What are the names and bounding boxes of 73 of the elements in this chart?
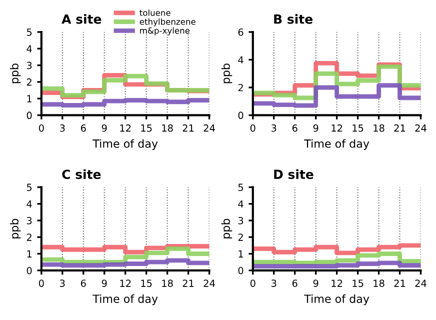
- y-tick-label: 0: [238, 112, 244, 120]
- x-tick-label: 3: [60, 280, 65, 287]
- y-tick-label: 0: [26, 266, 32, 274]
- y-tick-label: 3: [238, 216, 244, 224]
- x-tick-label: 24: [415, 280, 426, 287]
- x-tick-label: 6: [80, 280, 86, 287]
- y-tick-label: 3: [26, 216, 32, 224]
- x-tick-label: 24: [415, 124, 426, 132]
- x-tick-label: 0: [250, 280, 256, 287]
- x-tick-label: 21: [394, 280, 406, 287]
- x-tick-label: 9: [313, 280, 318, 287]
- x-tick-label: 3: [272, 280, 276, 287]
- y-tick-label: 1: [27, 250, 32, 258]
- y-axis-title: ppb: [10, 218, 21, 238]
- y-axis-title: ppb: [10, 64, 21, 84]
- legend-label: m&p-xylene: [140, 27, 190, 36]
- x-tick-label: 18: [374, 124, 384, 132]
- y-tick-label: 4: [238, 56, 244, 64]
- y-tick-label: 1: [238, 250, 243, 258]
- x-tick-label: 3: [60, 124, 65, 132]
- chart-title: D site: [274, 169, 314, 180]
- x-tick-label: 15: [141, 280, 152, 287]
- y-axis-title: ppb: [221, 64, 232, 84]
- x-tick-label: 12: [120, 280, 131, 287]
- y-tick-label: 2: [26, 234, 32, 241]
- y-tick-label: 4: [26, 200, 32, 208]
- x-tick-label: 12: [332, 124, 342, 132]
- y-axis-title: ppb: [221, 218, 232, 238]
- x-tick-label: 0: [38, 124, 44, 132]
- x-tick-label: 18: [162, 280, 173, 287]
- chart-title: B site: [274, 14, 312, 24]
- y-tick-label: 2: [238, 234, 243, 241]
- x-tick-label: 21: [182, 280, 194, 287]
- chart-title: C site: [62, 169, 101, 180]
- x-tick-label: 6: [292, 124, 298, 132]
- y-tick-label: 5: [238, 184, 244, 192]
- x-axis-title: Time of day: [304, 294, 370, 306]
- x-axis-title: Time of day: [92, 139, 158, 150]
- x-tick-label: 15: [352, 124, 364, 132]
- y-tick-label: 4: [26, 45, 32, 52]
- x-tick-label: 0: [250, 124, 256, 132]
- x-tick-label: 21: [394, 124, 406, 132]
- x-tick-label: 3: [272, 124, 276, 132]
- x-tick-label: 21: [182, 124, 194, 132]
- y-tick-label: 3: [26, 62, 32, 70]
- x-tick-label: 15: [352, 280, 364, 287]
- x-tick-label: 6: [292, 280, 298, 287]
- y-tick-label: 0: [26, 112, 32, 120]
- x-axis-title: Time of day: [92, 294, 158, 306]
- y-tick-label: 5: [26, 184, 32, 192]
- y-tick-label: 6: [238, 28, 244, 36]
- x-tick-label: 6: [80, 124, 86, 132]
- x-tick-label: 9: [102, 124, 107, 132]
- x-tick-label: 9: [313, 124, 318, 132]
- y-tick-label: 2: [26, 78, 32, 86]
- y-tick-label: 5: [26, 28, 32, 36]
- y-tick-label: 0: [238, 266, 244, 274]
- x-axis-title: Time of day: [304, 139, 370, 150]
- x-tick-label: 9: [102, 280, 107, 287]
- x-tick-label: 18: [374, 280, 384, 287]
- x-tick-label: 24: [204, 124, 215, 132]
- x-tick-label: 12: [120, 124, 131, 132]
- x-tick-label: 15: [141, 124, 152, 132]
- y-tick-label: 1: [27, 95, 32, 102]
- x-tick-label: 18: [162, 124, 173, 132]
- legend-label: toluene: [140, 9, 170, 16]
- x-tick-label: 0: [38, 280, 44, 287]
- y-tick-label: 4: [238, 200, 244, 208]
- y-tick-label: 2: [238, 84, 243, 92]
- x-tick-label: 12: [332, 280, 342, 287]
- x-tick-label: 24: [204, 280, 215, 287]
- chart-title: A site: [62, 14, 102, 24]
- legend-label: ethylbenzene: [140, 18, 196, 26]
